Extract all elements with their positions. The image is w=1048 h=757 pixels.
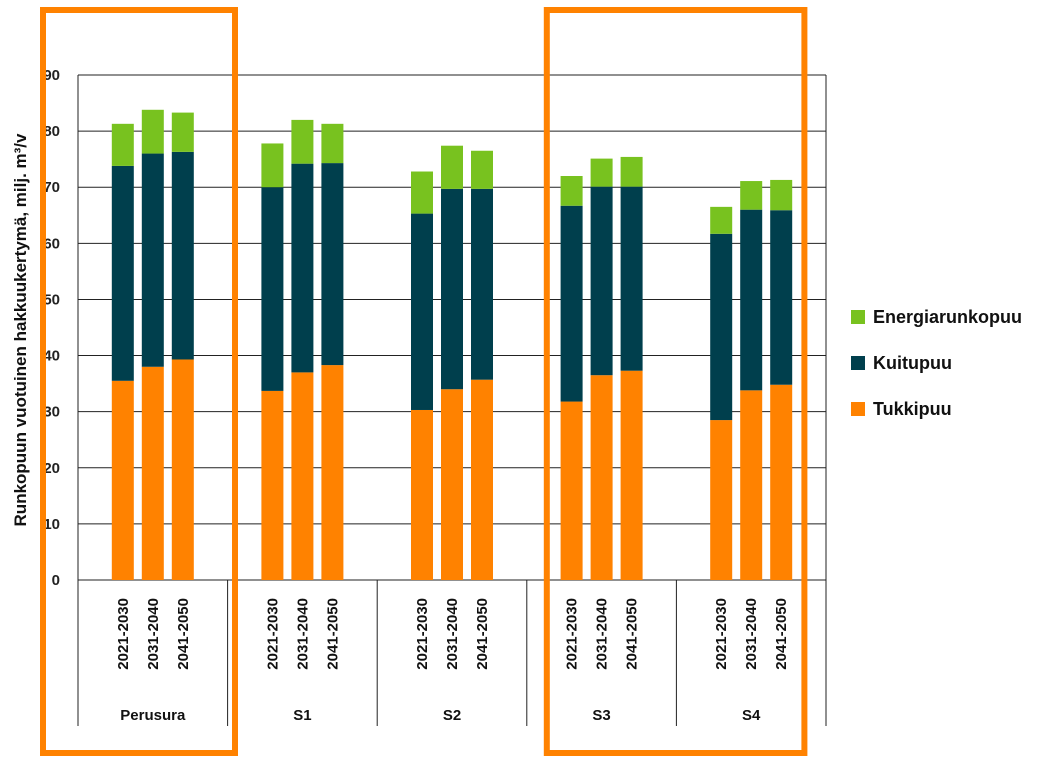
bar-segment-kuitupuu [710,233,733,421]
legend-label: Kuitupuu [873,353,952,373]
legend-swatch-kuitupuu [851,356,865,370]
bar-segment-tukkipuu [321,365,344,580]
bars [111,109,793,580]
bar-segment-kuitupuu [321,163,344,366]
period-label: 2031-2040 [294,598,311,670]
group-label: S1 [293,707,311,724]
bar-segment-kuitupuu [620,186,643,371]
period-label: 2021-2030 [115,598,132,670]
y-tick-label: 20 [43,460,60,477]
bar-segment-tukkipuu [411,409,433,580]
group-label: S2 [443,707,461,724]
bar-segment-energiarunkopuu [411,171,433,214]
bar-segment-tukkipuu [590,375,613,580]
period-label: 2041-2050 [175,598,192,670]
bar-segment-tukkipuu [441,389,463,580]
highlight-box-perusura [40,7,238,756]
bar-segment-tukkipuu [261,390,284,580]
bar-segment-energiarunkopuu [291,119,314,164]
x-category-labels: Perusura 2021-2030 2031-2040 2041-2050 S1 202… [115,598,790,724]
period-label: 2021-2030 [564,598,581,670]
bar-segment-tukkipuu [620,370,643,580]
bar-segment-energiarunkopuu [560,176,583,206]
y-tick-label: 30 [43,404,60,421]
bar-segment-energiarunkopuu [111,123,134,166]
period-label: 2031-2040 [594,598,611,670]
y-tick-label: 90 [43,67,60,84]
period-label: 2041-2050 [474,598,491,670]
bar-segment-energiarunkopuu [141,109,164,154]
bar-segment-energiarunkopuu [770,179,793,211]
bar-segment-tukkipuu [740,390,763,580]
period-label: 2041-2050 [324,598,341,670]
bar-segment-energiarunkopuu [590,158,613,187]
highlight-boxes [40,7,808,756]
y-tick-label: 50 [43,291,60,308]
bar-segment-kuitupuu [171,151,194,360]
bar-segment-kuitupuu [261,187,284,391]
bar-segment-tukkipuu [141,366,164,580]
bar-segment-kuitupuu [560,205,583,402]
legend-swatch-tukkipuu [851,402,865,416]
bar-segment-tukkipuu [710,420,733,580]
bar-segment-energiarunkopuu [740,181,763,210]
legend-label: Energiarunkopuu [873,307,1022,327]
bar-segment-tukkipuu [471,379,493,580]
bar-segment-kuitupuu [441,188,463,390]
bar-segment-kuitupuu [471,188,493,380]
group-label: Perusura [120,707,186,724]
bar-segment-kuitupuu [141,153,164,367]
period-label: 2031-2040 [444,598,461,670]
y-tick-label: 40 [43,348,60,365]
bar-segment-energiarunkopuu [710,206,733,234]
bar-segment-energiarunkopuu [471,150,493,189]
bar-segment-kuitupuu [411,213,433,410]
bar-segment-kuitupuu [590,186,613,376]
period-label: 2041-2050 [624,598,641,670]
y-tick-label: 60 [43,235,60,252]
period-label: 2041-2050 [773,598,790,670]
legend: Energiarunkopuu Kuitupuu Tukkipuu [851,307,1022,419]
group-label: S4 [742,707,761,724]
legend-label: Tukkipuu [873,399,952,419]
bar-segment-kuitupuu [291,163,314,373]
period-label: 2031-2040 [743,598,760,670]
bar-segment-tukkipuu [560,401,583,580]
bar-segment-tukkipuu [770,384,793,580]
bar-segment-tukkipuu [171,359,194,580]
bar-segment-energiarunkopuu [441,145,463,189]
period-label: 2021-2030 [264,598,281,670]
bar-segment-tukkipuu [291,372,314,580]
y-axis-label: Runkopuun vuotuinen hakkuukertymä, milj.… [11,133,30,526]
period-label: 2031-2040 [145,598,162,670]
y-tick-labels: 0 10 20 30 40 50 60 70 80 90 [43,67,60,589]
period-label: 2021-2030 [414,598,431,670]
bar-segment-kuitupuu [770,210,793,385]
bar-segment-tukkipuu [111,380,134,580]
y-tick-label: 0 [52,572,60,589]
bar-segment-energiarunkopuu [171,112,194,152]
bar-segment-kuitupuu [740,209,763,391]
group-label: S3 [592,707,610,724]
bar-segment-kuitupuu [111,165,134,381]
period-label: 2021-2030 [713,598,730,670]
bar-segment-energiarunkopuu [261,143,284,188]
y-tick-label: 10 [43,516,60,533]
bar-segment-energiarunkopuu [321,123,344,164]
bar-segment-energiarunkopuu [620,156,643,187]
legend-swatch-energiarunkopuu [851,310,865,324]
axes [77,75,827,726]
highlight-box-s3 [543,7,808,756]
y-tick-label: 70 [43,179,60,196]
y-tick-label: 80 [43,123,60,140]
